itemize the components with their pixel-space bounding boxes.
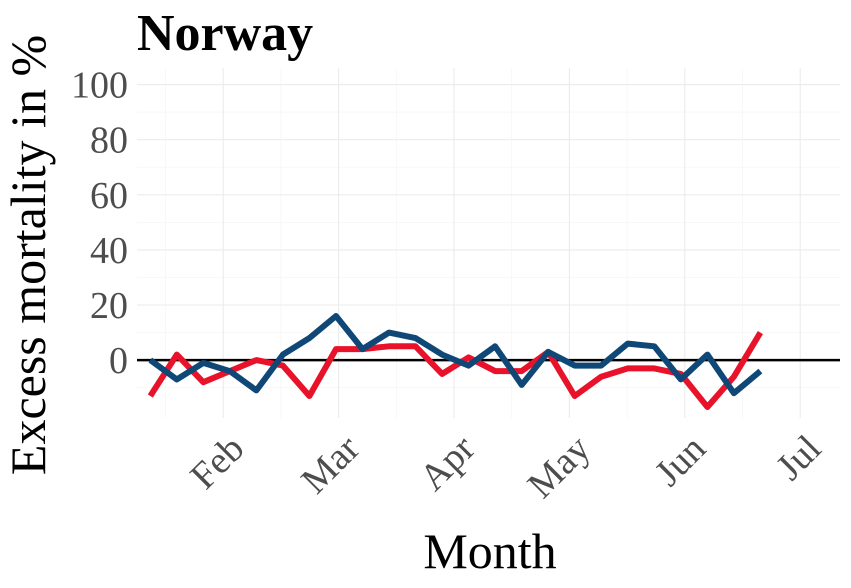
y-tick-label: 20 xyxy=(90,285,128,327)
series-line-1 xyxy=(147,331,763,410)
series-layer xyxy=(147,313,763,410)
y-tick-label: 60 xyxy=(90,175,128,217)
x-tick-label: Jun xyxy=(647,427,714,494)
y-tick-label: 100 xyxy=(71,65,128,107)
x-axis-ticks: Feb Mar Apr May Jun Jul xyxy=(182,427,829,506)
y-tick-label: 40 xyxy=(90,230,128,272)
series-line-2 xyxy=(148,313,763,397)
x-tick-label: Jul xyxy=(768,427,829,488)
x-tick-label: Mar xyxy=(293,427,368,502)
y-axis-ticks: 0 20 40 60 80 100 xyxy=(71,65,128,383)
chart-title: Norway xyxy=(137,5,313,62)
x-tick-label: Feb xyxy=(182,427,252,497)
x-tick-label: Apr xyxy=(412,427,484,499)
y-tick-label: 0 xyxy=(109,340,128,382)
x-tick-label: May xyxy=(520,427,599,506)
y-axis-title: Excess mortality in % xyxy=(0,35,56,475)
x-axis-title: Month xyxy=(423,523,556,579)
y-tick-label: 80 xyxy=(90,120,128,162)
